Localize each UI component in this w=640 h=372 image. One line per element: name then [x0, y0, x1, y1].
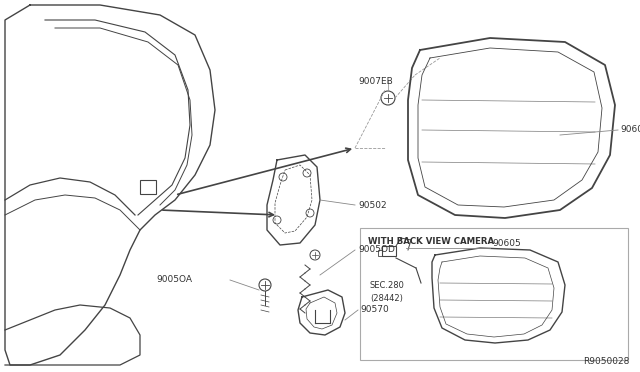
Text: WITH BACK VIEW CAMERA: WITH BACK VIEW CAMERA — [368, 237, 494, 247]
Text: 90605: 90605 — [620, 125, 640, 135]
Text: 90502: 90502 — [358, 201, 387, 209]
Text: (28442): (28442) — [370, 294, 403, 302]
Text: 9005OA: 9005OA — [156, 276, 192, 285]
Bar — [360, 228, 628, 360]
Bar — [140, 180, 156, 194]
Text: R9050028: R9050028 — [584, 357, 630, 366]
Text: SEC.280: SEC.280 — [370, 280, 405, 289]
Bar — [382, 246, 396, 256]
Text: 9007EB: 9007EB — [358, 77, 393, 87]
Text: 90570: 90570 — [360, 305, 388, 314]
Text: 9005OD: 9005OD — [358, 246, 395, 254]
Text: 90605: 90605 — [492, 240, 521, 248]
Bar — [378, 250, 382, 256]
